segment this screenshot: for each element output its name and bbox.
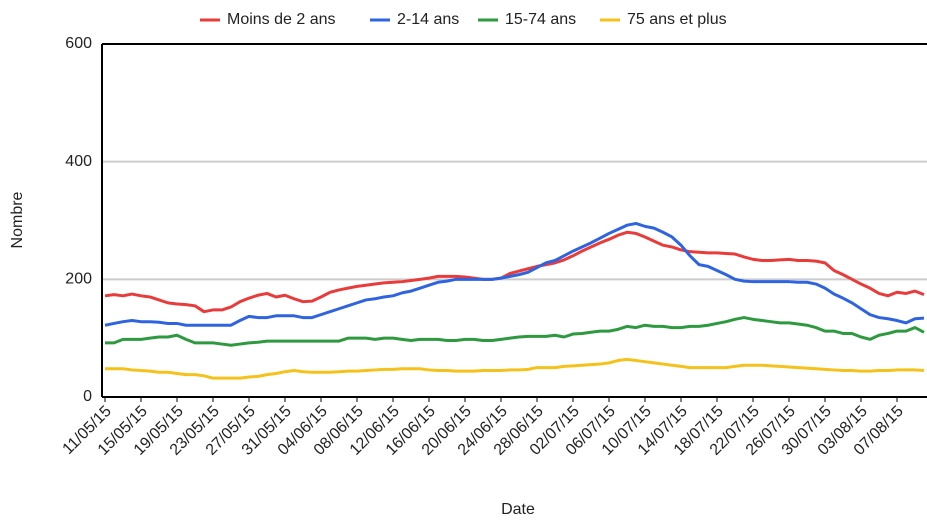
x-axis-label: Date bbox=[501, 501, 535, 518]
y-tick-label: 600 bbox=[65, 35, 92, 52]
y-tick-label: 400 bbox=[65, 153, 92, 170]
line-series bbox=[105, 316, 925, 347]
y-axis-label: Nombre bbox=[9, 191, 26, 248]
line-series bbox=[104, 230, 925, 314]
y-tick-label: 200 bbox=[65, 271, 92, 288]
legend-label: 15-74 ans bbox=[505, 11, 576, 28]
legend-label: 75 ans et plus bbox=[627, 11, 727, 28]
line-series bbox=[104, 221, 925, 327]
legend-label: Moins de 2 ans bbox=[227, 11, 336, 28]
y-tick-label: 0 bbox=[83, 388, 92, 405]
line-series bbox=[105, 357, 925, 380]
legend-label: 2-14 ans bbox=[397, 11, 459, 28]
